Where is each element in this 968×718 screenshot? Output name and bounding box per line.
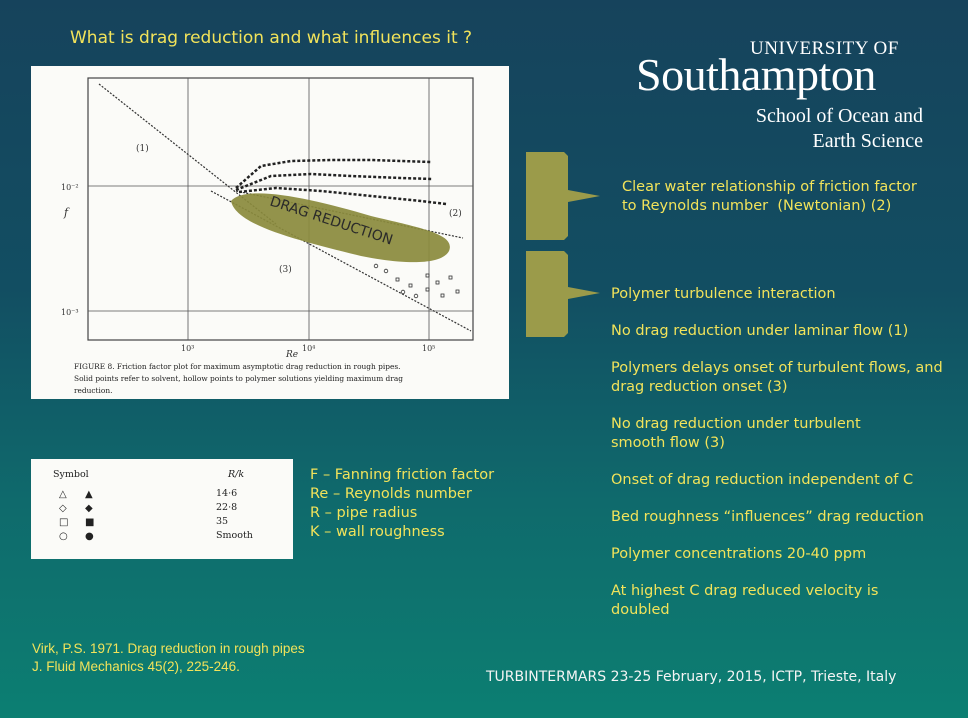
finding-item: Polymers delays onset of turbulent flows… xyxy=(611,360,943,395)
logo-school-line1: School of Ocean and xyxy=(755,105,923,127)
x-tick: 10⁵ xyxy=(422,344,435,353)
findings-list: Polymer turbulence interaction No drag r… xyxy=(611,285,956,620)
plot-frame xyxy=(87,77,474,341)
figure-caption-line1: FIGURE 8. Friction factor plot for maxim… xyxy=(74,362,400,371)
symbol-hollow: ◇ xyxy=(59,503,67,514)
slide-title: What is drag reduction and what influenc… xyxy=(70,28,473,48)
y-axis-label: f xyxy=(63,206,70,219)
finding-item: Onset of drag reduction independent of C xyxy=(611,472,914,488)
symbol-solid: ◆ xyxy=(85,503,93,514)
rk-value: 22·8 xyxy=(216,502,237,513)
symbol-solid: ● xyxy=(85,531,94,542)
symbol-solid: ■ xyxy=(85,517,94,528)
finding-item: Bed roughness “influences” drag reductio… xyxy=(611,509,924,525)
finding-item: No drag reduction under laminar flow (1) xyxy=(611,323,909,339)
logo-university-of: UNIVERSITY OF xyxy=(750,38,899,59)
bracket-clear-water xyxy=(526,152,600,240)
symbol-table: Symbol R/k △ ▲ 14·6 ◇ ◆ 22·8 □ ■ 35 ○ ● … xyxy=(31,459,293,559)
curve-laminar xyxy=(98,83,277,225)
definition-re: Re – Reynolds number xyxy=(310,486,472,502)
symbol-solid: ▲ xyxy=(85,489,93,500)
logo-school: School of Ocean and Earth Science xyxy=(703,104,923,154)
rk-value: 35 xyxy=(216,516,228,527)
reference: Virk, P.S. 1971. Drag reduction in rough… xyxy=(32,640,305,676)
y-tick-top: 10⁻² xyxy=(61,183,79,192)
curve-label-2: (2) xyxy=(449,208,462,219)
symbol-hollow: □ xyxy=(59,517,68,528)
variable-definitions: F – Fanning friction factor Re – Reynold… xyxy=(310,466,494,542)
x-axis-label: Re xyxy=(285,350,298,360)
curve-label-3: (3) xyxy=(279,264,292,275)
x-tick: 10³ xyxy=(181,344,194,353)
definition-r: R – pipe radius xyxy=(310,505,418,521)
symbol-table-svg: Symbol R/k △ ▲ 14·6 ◇ ◆ 22·8 □ ■ 35 ○ ● … xyxy=(53,469,253,542)
definition-f: F – Fanning friction factor xyxy=(310,467,495,483)
clear-water-note: Clear water relationship of friction fac… xyxy=(622,178,917,216)
clear-water-line1: Clear water relationship of friction fac… xyxy=(622,179,917,195)
rk-header: R/k xyxy=(227,469,244,480)
rk-value: Smooth xyxy=(216,530,253,541)
friction-factor-plot: DRAG REDUCTION (1) (2) (3) f 10⁻² 10⁻³ 1… xyxy=(61,77,474,395)
finding-item: Polymer concentrations 20-40 ppm xyxy=(611,546,867,562)
polymer-points xyxy=(373,263,460,299)
x-tick: 10⁴ xyxy=(302,344,315,353)
solvent-points xyxy=(235,158,447,206)
bracket-polymer xyxy=(526,251,600,337)
symbol-header: Symbol xyxy=(53,469,89,480)
symbol-hollow: △ xyxy=(59,489,67,500)
reference-line2: J. Fluid Mechanics 45(2), 225-246. xyxy=(32,659,240,674)
finding-item: At highest C drag reduced velocity is do… xyxy=(611,583,879,618)
drag-reduction-region xyxy=(231,193,450,263)
curve-label-1: (1) xyxy=(136,143,149,154)
finding-item: No drag reduction under turbulent smooth… xyxy=(611,416,861,451)
rk-value: 14·6 xyxy=(216,488,237,499)
conference-footer: TURBINTERMARS 23-25 February, 2015, ICTP… xyxy=(486,669,897,685)
symbol-hollow: ○ xyxy=(59,531,68,542)
finding-item: Polymer turbulence interaction xyxy=(611,286,836,302)
figure-caption-line2: Solid points refer to solvent, hollow po… xyxy=(74,374,403,383)
figure-caption-line3: reduction. xyxy=(74,386,112,395)
logo-southampton: Southampton xyxy=(636,49,876,100)
friction-factor-figure: DRAG REDUCTION (1) (2) (3) f 10⁻² 10⁻³ 1… xyxy=(31,66,509,399)
logo-school-line2: Earth Science xyxy=(812,130,924,152)
clear-water-line2: to Reynolds number (Newtonian) (2) xyxy=(622,198,892,214)
definition-k: K – wall roughness xyxy=(310,524,445,540)
reference-line1: Virk, P.S. 1971. Drag reduction in rough… xyxy=(32,641,305,656)
y-tick-bottom: 10⁻³ xyxy=(61,308,79,317)
